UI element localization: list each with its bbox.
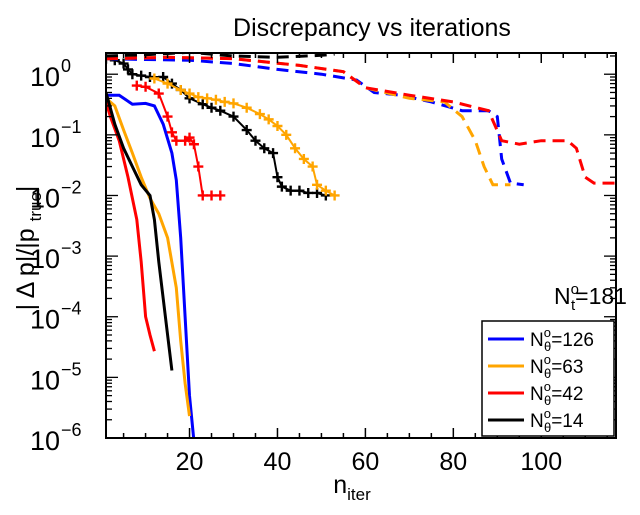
series-5-marker-5 xyxy=(136,70,147,81)
series-6-marker-7 xyxy=(219,96,230,107)
x-tick-label: 80 xyxy=(439,448,467,476)
series-4-marker-0 xyxy=(131,80,142,91)
series-6-marker-11 xyxy=(263,114,274,125)
series-4-marker-10 xyxy=(197,190,208,201)
series-4-marker-3 xyxy=(162,111,173,122)
series-6-marker-10 xyxy=(254,109,265,120)
legend-label-3: No θ=14 xyxy=(530,406,584,435)
series-5-marker-4 xyxy=(127,69,138,80)
series-line-1 xyxy=(106,97,191,417)
series-4-marker-7 xyxy=(184,132,195,143)
series-5-marker-18 xyxy=(268,148,279,159)
y-tick-exponent: −2 xyxy=(61,177,82,197)
series-6-marker-6 xyxy=(210,94,221,105)
series-4-marker-5 xyxy=(171,135,182,146)
series-4-marker-1 xyxy=(140,81,151,92)
series-4-marker-2 xyxy=(153,88,164,99)
series-line-9 xyxy=(106,55,616,185)
series-6-marker-9 xyxy=(241,102,252,113)
x-axis-label: niter xyxy=(333,471,371,504)
series-4-marker-9 xyxy=(193,161,204,172)
series-6-marker-16 xyxy=(307,161,318,172)
annotation-nt: No t=181 xyxy=(554,281,627,314)
series-line-2 xyxy=(106,101,156,352)
series-4-marker-4 xyxy=(166,127,177,138)
series-6-marker-17 xyxy=(312,179,323,190)
series-line-6 xyxy=(154,77,336,197)
series-line-0 xyxy=(106,93,196,438)
series-5-marker-13 xyxy=(215,105,226,116)
series-6-marker-15 xyxy=(298,153,309,164)
y-tick-label: 10 xyxy=(30,244,60,274)
y-tick-exponent: −6 xyxy=(61,420,82,440)
series-4-marker-12 xyxy=(215,190,226,201)
y-tick-label: 10 xyxy=(30,305,60,335)
y-axis-label: | Δ p|/|p true| xyxy=(12,186,45,311)
series-6-marker-8 xyxy=(228,98,239,109)
series-5-marker-17 xyxy=(259,143,270,154)
series-6-marker-4 xyxy=(193,92,204,103)
series-6-marker-1 xyxy=(162,78,173,89)
series-5-marker-23 xyxy=(303,187,314,198)
y-tick-label: 10 xyxy=(30,123,60,153)
series-5-marker-11 xyxy=(197,99,208,110)
plot-frame xyxy=(105,52,617,439)
x-tick-label: 60 xyxy=(351,448,379,476)
series-6-marker-0 xyxy=(149,73,160,84)
series-5-marker-2 xyxy=(118,58,129,69)
series-6-marker-19 xyxy=(329,190,340,201)
x-tick-label: 100 xyxy=(520,448,562,476)
series-5-marker-7 xyxy=(158,71,169,82)
series-line-3 xyxy=(106,92,174,371)
x-tick-label: 40 xyxy=(264,448,292,476)
series-6-marker-18 xyxy=(320,185,331,196)
series-5-marker-14 xyxy=(228,111,239,122)
y-tick-exponent: −5 xyxy=(61,359,82,379)
series-6-marker-5 xyxy=(202,93,213,104)
series-5-marker-21 xyxy=(285,185,296,196)
series-6-marker-2 xyxy=(175,84,186,95)
legend-label-2: No θ=42 xyxy=(530,379,583,408)
x-tick-label: 20 xyxy=(176,448,204,476)
series-4-marker-8 xyxy=(188,139,199,150)
series-6-marker-13 xyxy=(281,129,292,140)
series-5-marker-20 xyxy=(276,181,287,192)
series-6-marker-12 xyxy=(272,120,283,131)
series-4-marker-11 xyxy=(206,190,217,201)
series-5-marker-12 xyxy=(206,102,217,113)
chart-title: Discrepancy vs iterations xyxy=(233,14,511,42)
series-5-marker-22 xyxy=(294,185,305,196)
y-tick-exponent: −3 xyxy=(61,238,82,258)
y-tick-exponent: 0 xyxy=(61,56,71,76)
series-line-8 xyxy=(106,55,511,187)
series-5-marker-19 xyxy=(272,172,283,183)
y-tick-label: 10 xyxy=(30,183,60,213)
series-5-marker-15 xyxy=(241,125,252,136)
series-6-marker-3 xyxy=(184,88,195,99)
legend-label-1: No θ=63 xyxy=(530,352,583,381)
y-tick-label: 10 xyxy=(30,365,60,395)
y-tick-label: 10 xyxy=(30,426,60,456)
y-tick-exponent: −1 xyxy=(61,117,82,137)
legend-label-0: No θ=126 xyxy=(530,325,594,354)
y-tick-label: 10 xyxy=(30,62,60,92)
y-tick-exponent: −4 xyxy=(61,299,82,319)
series-5-marker-16 xyxy=(250,135,261,146)
series-6-marker-14 xyxy=(290,143,301,154)
